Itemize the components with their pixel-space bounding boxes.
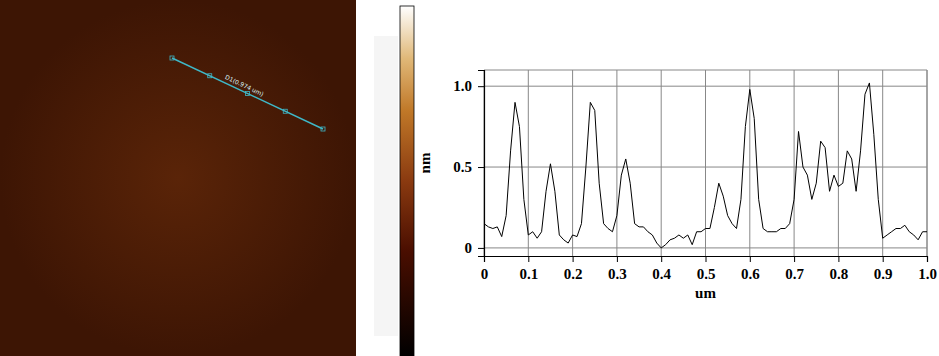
axis-line xyxy=(485,257,928,263)
y-axis: 0 0.5 1.0 xyxy=(453,71,484,257)
grid-line xyxy=(794,70,795,256)
axis-line xyxy=(478,71,485,257)
scan-label: D1(0.974 um) xyxy=(224,73,265,97)
tick-label: 0.4 xyxy=(652,266,671,282)
tick: 0.2 xyxy=(564,256,583,282)
figure: D1(0.974 um) 0 0.1 0.2 0.3 0.4 0.5 0.6 0.7 0.8 0.9… xyxy=(0,0,939,356)
y-axis-title: nm xyxy=(417,152,433,173)
grid-line xyxy=(882,70,883,256)
grid-line xyxy=(661,70,662,256)
tick-mark xyxy=(478,248,484,249)
grid-line xyxy=(616,70,617,256)
panel-strip xyxy=(374,36,398,336)
color-bar xyxy=(400,6,414,356)
y-grid xyxy=(484,86,927,248)
tick-mark xyxy=(478,86,484,87)
tick-label: 0.1 xyxy=(519,266,538,282)
x-axis-title: um xyxy=(695,285,716,301)
scan-marker xyxy=(246,92,250,96)
tick-label: 0.6 xyxy=(741,266,760,282)
tick: 0.7 xyxy=(785,256,804,282)
scan-marker xyxy=(208,74,212,78)
tick-mark xyxy=(661,256,662,262)
grid-line xyxy=(572,70,573,256)
grid-line xyxy=(838,70,839,256)
height-profile xyxy=(484,83,927,248)
tick: 0.3 xyxy=(608,256,627,282)
tick-label: 0.2 xyxy=(564,266,583,282)
tick-mark xyxy=(478,167,484,168)
grid-line xyxy=(749,70,750,256)
tick-mark xyxy=(883,256,884,262)
tick: 1.0 xyxy=(453,78,484,94)
tick-mark xyxy=(750,256,751,262)
tick-label: 1.0 xyxy=(918,266,937,282)
tick-mark xyxy=(838,256,839,262)
frame xyxy=(484,70,927,71)
tick: 0 xyxy=(481,256,489,282)
tick-label: 0.5 xyxy=(697,266,716,282)
grid-line xyxy=(484,86,927,87)
scan-marker xyxy=(170,56,174,60)
tick-mark xyxy=(706,256,707,262)
tick: 0.8 xyxy=(830,256,849,282)
tick-label: 0.8 xyxy=(830,266,849,282)
x-axis: 0 0.1 0.2 0.3 0.4 0.5 0.6 0.7 0.8 0.9 1.0 xyxy=(481,256,937,282)
tick-label: 0.7 xyxy=(785,266,804,282)
tick-label: 0.3 xyxy=(608,266,627,282)
tick: 0.6 xyxy=(741,256,760,282)
tick-label: 0.5 xyxy=(453,159,472,175)
tick: 0 xyxy=(465,240,485,256)
tick-label: 0 xyxy=(481,266,489,282)
grid-line xyxy=(484,247,927,248)
x-grid xyxy=(484,70,927,256)
tick-mark xyxy=(927,256,928,262)
plot-area xyxy=(484,83,927,248)
afm-image xyxy=(0,0,356,356)
tick: 1.0 xyxy=(918,256,937,282)
tick-label: 1.0 xyxy=(453,78,472,94)
tick-mark xyxy=(617,256,618,262)
tick: 0.4 xyxy=(652,256,671,282)
tick: 0.5 xyxy=(697,256,716,282)
scan-marker xyxy=(321,127,325,131)
tick-mark xyxy=(794,256,795,262)
grid-line xyxy=(528,70,529,256)
tick: 0.5 xyxy=(453,159,484,175)
grid-line xyxy=(927,70,928,256)
frame xyxy=(927,70,928,256)
profile-chart: 0 0.1 0.2 0.3 0.4 0.5 0.6 0.7 0.8 0.9 1.0 0 0.5 1.0 um… xyxy=(417,70,937,301)
tick-label: 0 xyxy=(465,240,473,256)
tick: 0.9 xyxy=(874,256,893,282)
scan-line xyxy=(172,58,323,129)
tick-mark xyxy=(528,256,529,262)
scan-marker xyxy=(283,109,287,113)
tick-label: 0.9 xyxy=(874,266,893,282)
tick-mark xyxy=(573,256,574,262)
tick: 0.1 xyxy=(519,256,538,282)
